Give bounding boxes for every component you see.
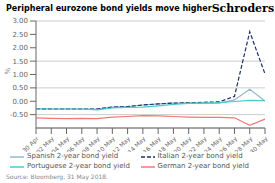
svg-text:2.50: 2.50 [12, 31, 28, 39]
svg-text:1.00: 1.00 [12, 71, 28, 79]
html-text:Source: Bloomberg, 31 May 2018: Source: Bloomberg, 31 May 2018. [6, 173, 108, 180]
svg-text:0.50: 0.50 [12, 84, 28, 92]
svg-text:%: % [8, 68, 12, 75]
svg-text:3.00: 3.00 [12, 17, 28, 25]
svg-text:1.50: 1.50 [12, 58, 28, 66]
html-text:German 2-year bond yield: German 2-year bond yield [157, 162, 250, 170]
html-text:Portuguese 2-year bond yield: Portuguese 2-year bond yield [27, 162, 130, 170]
svg-text:0.00: 0.00 [12, 98, 28, 106]
svg-text:-0.50: -0.50 [10, 111, 28, 119]
html-text:Spanish 2-year bond yield: Spanish 2-year bond yield [27, 152, 119, 160]
html-text:Italian 2-year bond yield: Italian 2-year bond yield [157, 152, 243, 160]
svg-text:2.00: 2.00 [12, 44, 28, 52]
html-text:Peripheral eurozone bond yield: Peripheral eurozone bond yields move hig… [6, 2, 275, 15]
svg-text:30 May: 30 May [248, 134, 267, 152]
